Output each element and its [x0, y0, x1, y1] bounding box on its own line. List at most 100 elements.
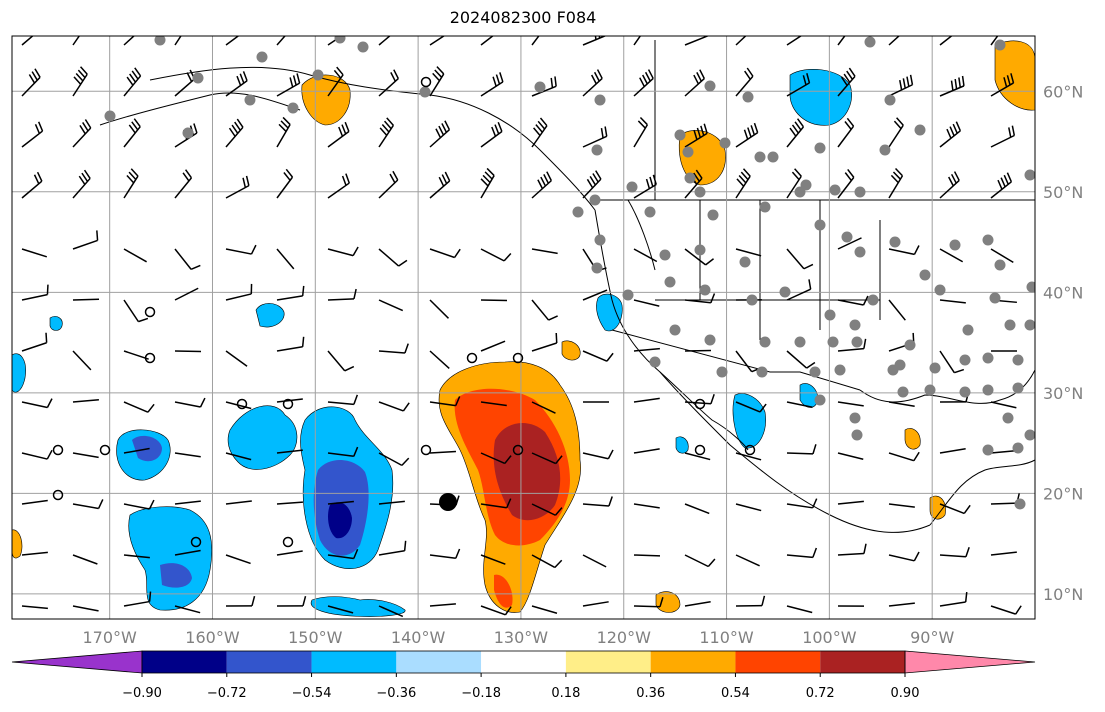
- station-dot: [742, 91, 754, 103]
- wind-barbs: [21, 36, 1022, 618]
- colorbar-segment: [565, 651, 651, 673]
- station-dot: [904, 339, 916, 351]
- wind-barb: [939, 447, 966, 454]
- calm-circle: [99, 444, 111, 456]
- wind-barb: [735, 595, 766, 607]
- station-dot: [854, 186, 866, 198]
- station-dot: [154, 36, 166, 46]
- wind-barb: [72, 36, 81, 46]
- map-frame: [11, 35, 1036, 620]
- station-dot: [699, 284, 711, 296]
- calm-circle: [466, 352, 478, 364]
- wind-barb: [582, 496, 613, 507]
- wind-barb: [174, 287, 199, 301]
- station-dot: [929, 362, 941, 374]
- wind-barb: [429, 248, 461, 259]
- wind-barb: [327, 121, 350, 148]
- colorbar-tick-label: −0.36: [376, 686, 416, 701]
- wind-barb: [735, 401, 767, 413]
- station-dot: [644, 206, 656, 218]
- station-dot: [256, 51, 268, 63]
- wind-barb: [123, 591, 152, 607]
- station-dot: [626, 181, 638, 193]
- station-dot: [824, 309, 836, 321]
- wind-barb: [225, 244, 257, 255]
- calm-circle: [144, 352, 156, 364]
- station-dot: [746, 294, 758, 306]
- colorbar-tick-label: 0.36: [636, 686, 665, 701]
- station-dot: [1004, 319, 1016, 331]
- station-dot: [594, 234, 606, 246]
- station-dot: [879, 144, 891, 156]
- lon-label: 120°W: [597, 628, 652, 647]
- station-dot: [589, 194, 601, 206]
- calm-circle: [282, 398, 294, 410]
- wind-barb: [225, 283, 253, 301]
- wind-barb: [327, 394, 359, 406]
- wind-barb: [327, 288, 357, 301]
- station-dot: [419, 86, 431, 98]
- wind-barb: [72, 499, 104, 510]
- map-title: 2024082300 F084: [449, 8, 597, 27]
- wind-barb: [429, 120, 451, 148]
- wind-barb: [72, 298, 100, 301]
- station-dot: [794, 336, 806, 348]
- wind-barb: [225, 118, 244, 148]
- station-dot: [704, 80, 716, 92]
- station-dot: [707, 209, 719, 221]
- colorbar: [11, 650, 1036, 674]
- wind-barb: [429, 396, 461, 407]
- station-dot: [759, 336, 771, 348]
- wind-barb: [276, 248, 295, 270]
- station-dot: [849, 319, 861, 331]
- wind-barb: [174, 36, 182, 46]
- wind-barb: [888, 551, 920, 562]
- station-dot: [867, 294, 879, 306]
- wind-barb: [531, 605, 558, 614]
- wind-barb: [837, 237, 862, 250]
- station-dot: [779, 286, 791, 298]
- wind-barb: [837, 295, 869, 306]
- wind-barb: [174, 500, 201, 505]
- station-dot: [849, 412, 861, 424]
- station-dot: [754, 151, 766, 163]
- wind-barb: [480, 248, 512, 262]
- wind-barb: [531, 554, 563, 569]
- wind-barb: [735, 168, 751, 199]
- station-dot: [919, 269, 931, 281]
- lon-label: 130°W: [494, 628, 549, 647]
- wind-barb: [429, 548, 461, 559]
- wind-barb: [888, 602, 915, 607]
- wind-barb: [378, 401, 410, 412]
- wind-barb: [888, 245, 920, 256]
- wind-barb: [990, 551, 1017, 556]
- wind-barb: [531, 503, 563, 516]
- wind-barb: [786, 547, 818, 559]
- wind-barb: [72, 452, 99, 459]
- wind-barb: [684, 554, 716, 568]
- wind-barb: [123, 67, 142, 97]
- wind-barb: [480, 452, 512, 465]
- wind-barb: [888, 74, 914, 97]
- wind-barb: [276, 36, 286, 46]
- wind-barb: [633, 174, 657, 199]
- wind-barb: [837, 338, 867, 352]
- station-dot: [622, 289, 634, 301]
- wind-barb: [888, 117, 904, 148]
- wind-barb: [786, 279, 812, 301]
- station-dot: [1024, 319, 1035, 331]
- calm-circle: [282, 536, 294, 548]
- wind-barb: [990, 172, 1013, 199]
- wind-barb: [582, 449, 614, 460]
- colorbar-segment: [142, 651, 227, 673]
- lat-label: 50°N: [1043, 183, 1083, 202]
- station-dot: [104, 110, 116, 122]
- station-dot: [767, 151, 779, 163]
- calm-circle: [190, 536, 202, 548]
- colorbar-segment: [396, 651, 482, 673]
- wind-barb: [225, 401, 252, 410]
- wind-barb: [735, 554, 760, 567]
- wind-barb: [582, 126, 608, 148]
- station-dot: [649, 356, 661, 368]
- wind-barb: [735, 122, 759, 148]
